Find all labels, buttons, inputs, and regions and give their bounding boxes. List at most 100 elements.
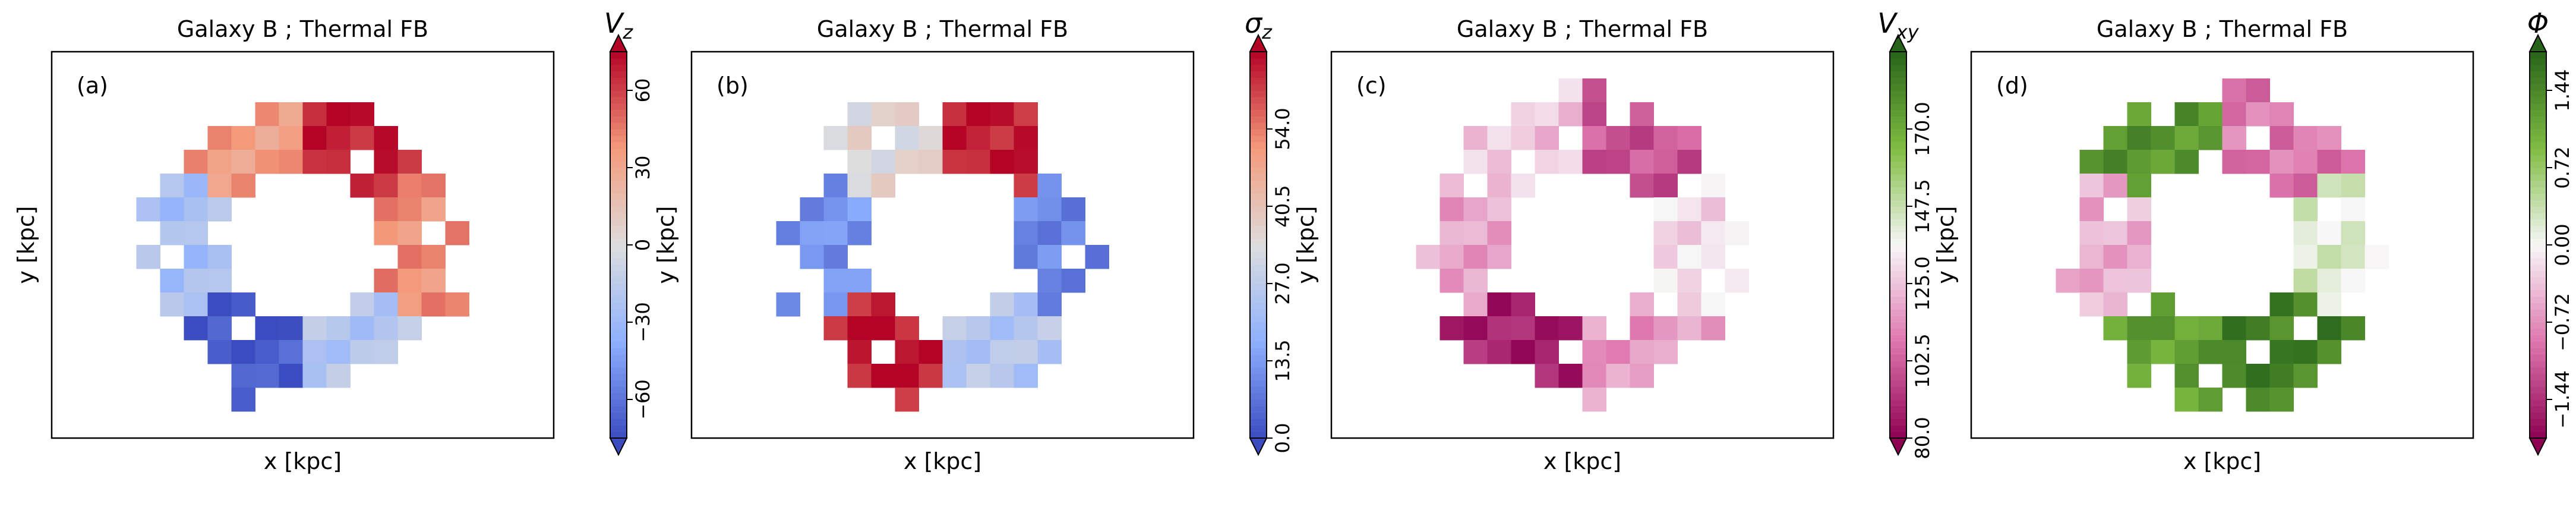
- colorbar-segment: [1890, 380, 1906, 387]
- colorbar-segment: [2530, 348, 2546, 355]
- heatmap-cell: [2222, 102, 2246, 127]
- heatmap-cell: [160, 292, 184, 317]
- heatmap-cell: [1701, 245, 1725, 269]
- colorbar-segment: [1250, 187, 1267, 194]
- heatmap-cell: [990, 316, 1014, 341]
- heatmap-cell: [207, 340, 232, 364]
- heatmap-cell: [1014, 197, 1038, 222]
- heatmap-cell: [2246, 102, 2270, 127]
- heatmap-cell: [2222, 78, 2246, 103]
- heatmap-cell: [1014, 292, 1038, 317]
- heatmap-cell: [2151, 126, 2175, 150]
- heatmap-cell: [445, 292, 469, 317]
- colorbar-segment: [610, 155, 627, 162]
- y-axis-label: y [kpc]: [1933, 206, 1959, 284]
- heatmap-cell: [1653, 174, 1678, 198]
- heatmap-cell: [1653, 197, 1678, 222]
- colorbar-tick-label: −30: [632, 302, 654, 342]
- heatmap-cell: [2246, 388, 2270, 412]
- colorbar-segment: [1250, 109, 1267, 117]
- colorbar-segment: [1890, 96, 1906, 104]
- heatmap-cell: [279, 364, 303, 388]
- colorbar-segment: [2530, 84, 2546, 91]
- heatmap-cell: [302, 150, 327, 174]
- heatmap-cell: [255, 340, 279, 364]
- colorbar-segment: [1250, 161, 1267, 168]
- heatmap-cell: [1630, 126, 1654, 150]
- heatmap-cell: [160, 197, 184, 222]
- colorbar-segment: [2530, 116, 2546, 123]
- colorbar-segment: [2530, 284, 2546, 291]
- colorbar-segment: [2530, 90, 2546, 97]
- colorbar-segment: [1250, 148, 1267, 155]
- colorbar-segment: [1250, 354, 1267, 361]
- colorbar-segment: [2530, 316, 2546, 323]
- colorbar-tick-label: 102.5: [1911, 333, 1934, 388]
- heatmap-cell: [2269, 292, 2294, 317]
- colorbar-segment: [1250, 225, 1267, 232]
- heatmap-cell: [1511, 102, 1535, 127]
- colorbar-segment: [2530, 206, 2546, 213]
- colorbar-segment: [1250, 270, 1267, 278]
- colorbar-segment: [1890, 328, 1906, 336]
- colorbar-segment: [1250, 96, 1267, 104]
- heatmap-cells: [2056, 78, 2389, 412]
- colorbar-segment: [1890, 135, 1906, 143]
- colorbar-segment: [2530, 129, 2546, 136]
- colorbar-segment: [1890, 386, 1906, 394]
- colorbar-segment: [610, 77, 627, 84]
- heatmap-cell: [1558, 364, 1583, 388]
- colorbar-segment: [1890, 219, 1906, 226]
- colorbar-segment: [610, 161, 627, 168]
- heatmap-cell: [2198, 316, 2223, 341]
- heatmap-cell: [1037, 269, 1062, 293]
- heatmap-cell: [2341, 316, 2365, 341]
- heatmap-cell: [2269, 102, 2294, 127]
- panel-title: Galaxy B ; Thermal FB: [1457, 16, 1708, 42]
- colorbar-segment: [2530, 405, 2546, 413]
- colorbar-segment: [1890, 155, 1906, 162]
- colorbar-segment: [610, 122, 627, 130]
- colorbar-segment: [610, 135, 627, 143]
- heatmap-cell: [2293, 245, 2318, 269]
- colorbar-segment: [1890, 373, 1906, 381]
- heatmap-cell: [2317, 174, 2341, 198]
- colorbar-segment: [2530, 180, 2546, 188]
- heatmap-cell: [255, 150, 279, 174]
- heatmap-cell: [2341, 221, 2365, 245]
- colorbar-segment: [2530, 71, 2546, 78]
- heatmap-cell: [184, 150, 208, 174]
- panel-title: Galaxy B ; Thermal FB: [2097, 16, 2348, 42]
- colorbar-segment: [2530, 58, 2546, 65]
- colorbar-segment: [1890, 116, 1906, 123]
- colorbar-segment: [2530, 399, 2546, 407]
- colorbar-segment: [2530, 141, 2546, 149]
- heatmap-cell: [207, 150, 232, 174]
- colorbar-segment: [1890, 425, 1906, 432]
- colorbar-segment: [2530, 386, 2546, 394]
- heatmap-cell: [184, 245, 208, 269]
- axes-frame: [1970, 51, 2474, 439]
- heatmap-cell: [207, 174, 232, 198]
- heatmap-cell: [823, 174, 848, 198]
- heatmap-cell: [1725, 269, 1749, 293]
- heatmap-cell: [2127, 102, 2151, 127]
- heatmap-cell: [1677, 221, 1701, 245]
- heatmap-cell: [966, 316, 990, 341]
- heatmap-cell: [136, 245, 160, 269]
- heatmap-cell: [1463, 221, 1488, 245]
- colorbar-segment: [1890, 148, 1906, 155]
- heatmap-cell: [1511, 340, 1535, 364]
- heatmap-cell: [302, 126, 327, 150]
- heatmap-cell: [2174, 316, 2199, 341]
- heatmap-cell: [1014, 126, 1038, 150]
- colorbar-segment: [1250, 193, 1267, 200]
- heatmap-cell: [2365, 245, 2389, 269]
- colorbar-segment: [2530, 354, 2546, 361]
- heatmap-cell: [1701, 197, 1725, 222]
- colorbar-tick-label: 54.0: [1271, 108, 1294, 150]
- heatmap-cell: [942, 150, 967, 174]
- colorbar-segment: [1890, 341, 1906, 348]
- colorbar-tick-label: 80.0: [1911, 417, 1934, 459]
